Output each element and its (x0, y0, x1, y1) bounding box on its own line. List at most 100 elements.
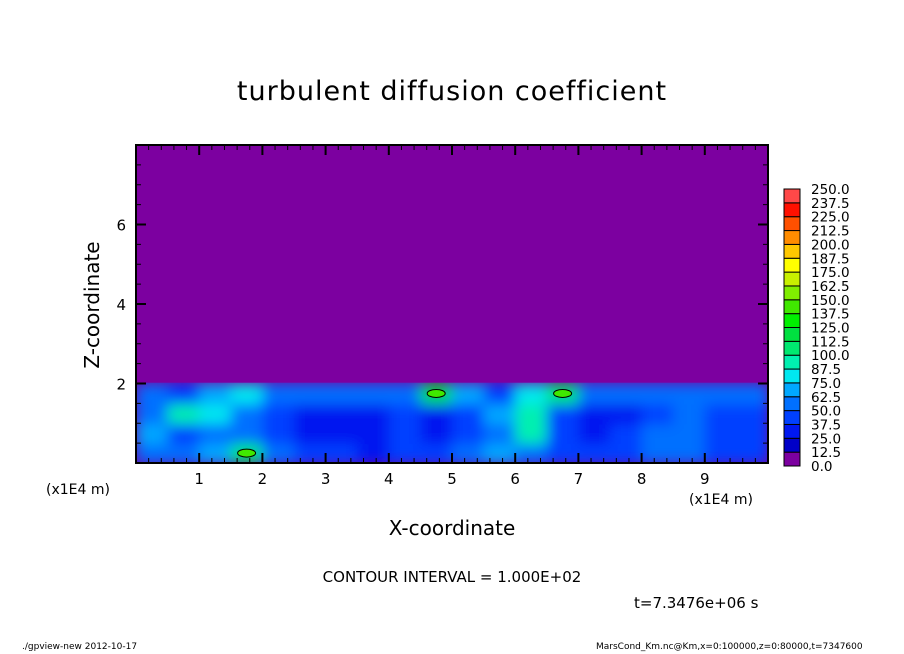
heatmap-cell (388, 403, 422, 425)
colorbar-label: 50.0 (811, 404, 841, 420)
heatmap-cell (388, 443, 422, 463)
colorbar-box (783, 285, 801, 301)
heatmap-cell (641, 403, 675, 425)
heatmap-cell (167, 423, 201, 445)
contour-100 (426, 388, 446, 398)
colorbar-label: 150.0 (811, 293, 850, 309)
colorbar-box (783, 257, 801, 273)
contour-interval: CONTOUR INTERVAL = 1.000E+02 (322, 568, 582, 586)
heatmap-cell (357, 443, 390, 463)
heatmap-cell (515, 443, 548, 463)
x-tick-label: 5 (447, 470, 457, 488)
x-tick-label: 9 (700, 470, 710, 488)
heatmap-cell (673, 383, 706, 405)
colorbar-box (783, 202, 801, 218)
heatmap-cell (136, 383, 169, 405)
heatmap-cell (167, 443, 201, 463)
colorbar-box (783, 271, 801, 287)
x-tick-label: 7 (574, 470, 584, 488)
colorbar-label: 75.0 (811, 376, 841, 392)
heatmap-cell (610, 423, 643, 445)
colorbar-label: 162.5 (811, 279, 850, 295)
heatmap-cell (483, 383, 517, 405)
heatmap-cell (420, 443, 453, 463)
x-tick-label: 3 (321, 470, 331, 488)
heatmap-cell (452, 423, 485, 445)
x-tick-label: 6 (510, 470, 520, 488)
heatmap-cell (578, 443, 611, 463)
field-cells (136, 383, 768, 463)
colorbar-box (783, 423, 801, 439)
colorbar-box (783, 368, 801, 384)
colorbar-box (783, 299, 801, 315)
heatmap-cell (262, 383, 295, 405)
heatmap-cell (610, 383, 643, 405)
heatmap-cell (515, 423, 548, 445)
heatmap-cell (452, 443, 485, 463)
heatmap-cell (325, 443, 359, 463)
heatmap-cell (641, 443, 675, 463)
heatmap-cell (578, 423, 611, 445)
x-axis-label: X-coordinate (388, 516, 516, 540)
colorbar-label: 87.5 (811, 362, 841, 378)
contour-100 (553, 388, 573, 398)
heatmap-cell (515, 403, 548, 425)
heatmap-cell (167, 403, 201, 425)
heatmap-cell (325, 383, 359, 405)
heatmap-cell (452, 403, 485, 425)
y-tick-label: 2 (116, 376, 126, 394)
heatmap-cell (294, 443, 327, 463)
heatmap-cell (704, 403, 738, 425)
heatmap-cell (357, 423, 390, 445)
heatmap-cell (230, 403, 264, 425)
y-tick-label: 4 (116, 296, 126, 314)
heatmap-cell (388, 383, 422, 405)
heatmap-cell (388, 423, 422, 445)
heatmap-cell (641, 423, 675, 445)
heatmap-cell (199, 403, 232, 425)
heatmap-cell (357, 383, 390, 405)
heatmap-cell (673, 403, 706, 425)
x-tick-label: 1 (194, 470, 204, 488)
colorbar-label: 125.0 (811, 321, 850, 337)
colorbar-label: 100.0 (811, 348, 850, 364)
heatmap-cell (483, 403, 517, 425)
colorbar-label: 225.0 (811, 210, 850, 226)
upper-field (136, 145, 768, 383)
y-tick-label: 6 (116, 217, 126, 235)
heatmap-cell (136, 403, 169, 425)
heatmap-cell (452, 383, 485, 405)
colorbar-box (783, 216, 801, 232)
colorbar-label: 0.0 (811, 459, 832, 475)
colorbar-box (783, 243, 801, 259)
colorbar-box (783, 410, 801, 425)
colorbar-label: 25.0 (811, 431, 841, 447)
heatmap-cell (673, 423, 706, 445)
heatmap-cell (515, 383, 548, 405)
footer-left: ./gpview-new 2012-10-17 (22, 642, 138, 652)
chart-title: turbulent diffusion coefficient (236, 76, 668, 107)
colorbar-label: 212.5 (811, 224, 850, 240)
heatmap-cell (736, 423, 768, 445)
heatmap-cell (704, 383, 738, 405)
heatmap-cell (546, 403, 580, 425)
heatmap-cell (483, 423, 517, 445)
heatmap-cell (483, 443, 517, 463)
colorbar-label: 250.0 (811, 182, 850, 198)
heatmap-cell (610, 403, 643, 425)
colorbar-label: 137.5 (811, 307, 850, 323)
heatmap-cell (294, 423, 327, 445)
footer-right: MarsCond_Km.nc@Km,x=0:100000,z=0:80000,t… (596, 642, 863, 652)
heatmap-cell (199, 443, 232, 463)
colorbar-label: 175.0 (811, 265, 850, 281)
heatmap-cell (230, 423, 264, 445)
heatmap-cell (230, 383, 264, 405)
x-unit-label-right: (x1E4 m) (689, 492, 753, 508)
heatmap-cell (546, 423, 580, 445)
heatmap-cell (199, 423, 232, 445)
colorbar-box (783, 313, 801, 328)
colorbar-label: 187.5 (811, 251, 850, 267)
heatmap-cell (420, 403, 453, 425)
colorbar-box (783, 230, 801, 245)
